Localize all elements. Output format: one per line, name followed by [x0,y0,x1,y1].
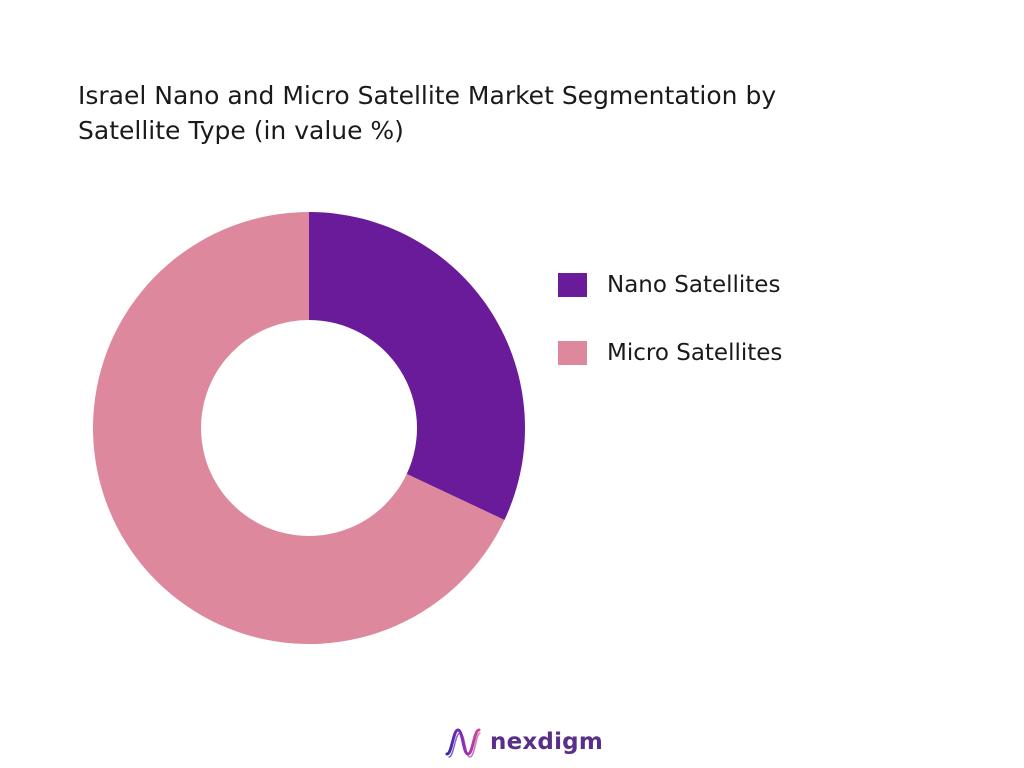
brand-footer: nexdigm [444,722,603,762]
donut-chart [93,212,525,644]
chart-title-line-2: Satellite Type (in value %) [78,116,404,145]
brand-name: nexdigm [490,729,603,755]
donut-slices [93,212,525,644]
chart-legend: Nano Satellites Micro Satellites [558,268,782,404]
chart-title-line-1: Israel Nano and Micro Satellite Market S… [78,81,777,110]
legend-swatch-nano [558,273,587,297]
slice-micro-satellites [93,212,505,644]
chart-title: Israel Nano and Micro Satellite Market S… [78,78,898,148]
slice-nano-satellites [309,212,525,520]
legend-item-nano: Nano Satellites [558,268,782,302]
legend-swatch-micro [558,341,587,365]
legend-item-micro: Micro Satellites [558,336,782,370]
legend-label-nano: Nano Satellites [607,272,781,298]
nexdigm-logo-icon [445,728,481,758]
legend-label-micro: Micro Satellites [607,340,783,366]
